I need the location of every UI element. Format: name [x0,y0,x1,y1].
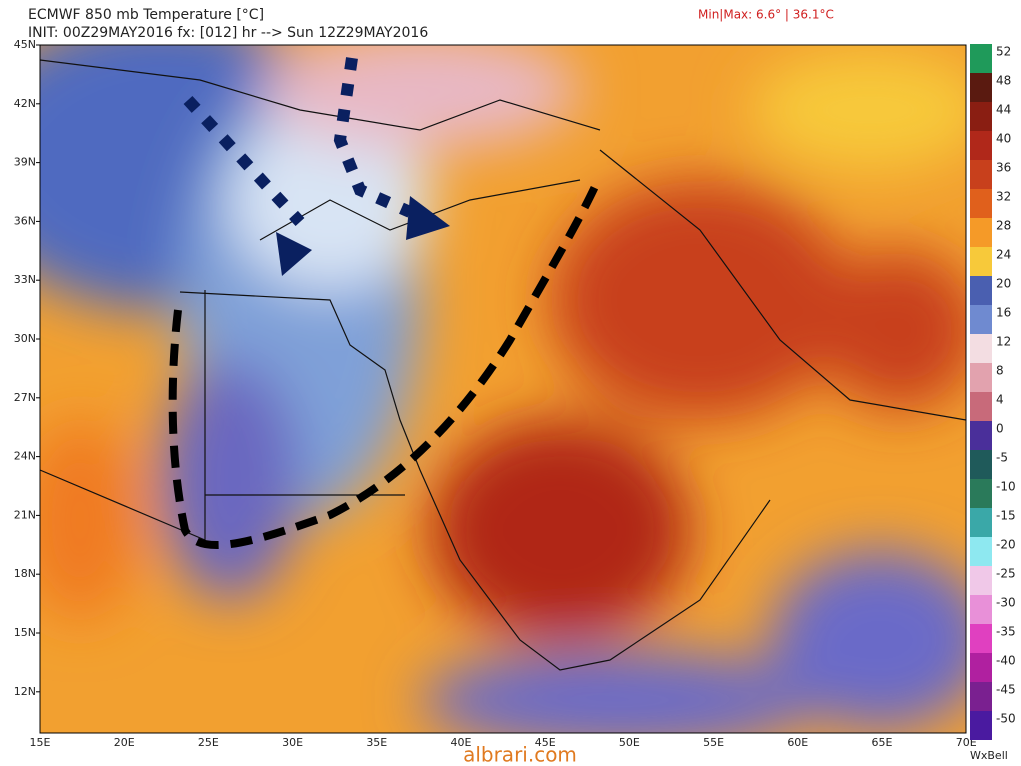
colorbar-label: -15 [996,509,1016,523]
colorbar-swatch [970,711,992,740]
colorbar-swatch [970,479,992,508]
colorbar-swatch [970,334,992,363]
colorbar-swatch [970,421,992,450]
flow-arrows [183,57,450,276]
lon-label: 30E [282,736,303,749]
colorbar-label: 44 [996,103,1011,117]
lon-label: 45E [535,736,556,749]
colorbar-label: 36 [996,161,1011,175]
colorbar-swatch [970,624,992,653]
colorbar-swatch [970,44,992,73]
front-line [168,178,602,550]
lat-label: 24N [14,450,36,463]
colorbar-label: 12 [996,335,1011,349]
lat-label: 45N [14,38,36,51]
colorbar-label: -20 [996,538,1016,552]
lon-label: 55E [703,736,724,749]
colorbar-label: 24 [996,248,1011,262]
colorbar-swatch [970,160,992,189]
colorbar-swatch [970,189,992,218]
lon-label: 15E [30,736,51,749]
colorbar-swatch [970,276,992,305]
colorbar-label: 40 [996,132,1011,146]
colorbar-label: 28 [996,219,1011,233]
colorbar-label: 52 [996,45,1011,59]
colorbar-label: 16 [996,306,1011,320]
colorbar-label: 32 [996,190,1011,204]
colorbar-label: -50 [996,712,1016,726]
lon-label: 20E [114,736,135,749]
lat-label: 39N [14,156,36,169]
min-max: Min|Max: 6.6° | 36.1°C [698,8,834,22]
watermark: albrari.com [463,743,577,766]
lat-label: 12N [14,685,36,698]
colorbar-swatch [970,653,992,682]
colorbar-label: 20 [996,277,1011,291]
colorbar-swatch [970,102,992,131]
colorbar-label: -45 [996,683,1016,697]
lat-label: 30N [14,332,36,345]
brand: WxBell [970,749,1008,762]
colorbar-label: -10 [996,480,1016,494]
colorbar-swatch [970,450,992,479]
init-line: INIT: 00Z29MAY2016 fx: [012] hr --> Sun … [28,25,428,41]
colorbar-label: -5 [996,451,1008,465]
lat-label: 36N [14,214,36,227]
colorbar-label: 8 [996,364,1004,378]
lat-label: 33N [14,273,36,286]
colorbar-swatch [970,595,992,624]
colorbar-label: -25 [996,567,1016,581]
colorbar-swatch [970,218,992,247]
colorbar-swatch [970,131,992,160]
lon-label: 50E [619,736,640,749]
map-frame [39,44,967,734]
colorbar-label: 0 [996,422,1004,436]
colorbar-swatch [970,73,992,102]
colorbar-label: -30 [996,596,1016,610]
lon-label: 65E [872,736,893,749]
lon-label: 25E [198,736,219,749]
lat-label: 15N [14,626,36,639]
colorbar-swatch [970,247,992,276]
colorbar-swatch [970,392,992,421]
map-field [40,45,966,733]
colorbar-swatch [970,363,992,392]
colorbar-swatch [970,566,992,595]
lon-label: 60E [787,736,808,749]
title: ECMWF 850 mb Temperature [°C] [28,7,264,23]
colorbar-label: 4 [996,393,1004,407]
lat-label: 27N [14,391,36,404]
lat-label: 42N [14,97,36,110]
borders [40,59,966,671]
lon-label: 40E [451,736,472,749]
lon-label: 35E [366,736,387,749]
lat-label: 21N [14,508,36,521]
lat-label: 18N [14,567,36,580]
colorbar-swatch [970,537,992,566]
colorbar-swatch [970,508,992,537]
colorbar-label: 48 [996,74,1011,88]
colorbar-label: -35 [996,625,1016,639]
colorbar-swatch [970,305,992,334]
colorbar-label: -40 [996,654,1016,668]
colorbar-swatch [970,682,992,711]
